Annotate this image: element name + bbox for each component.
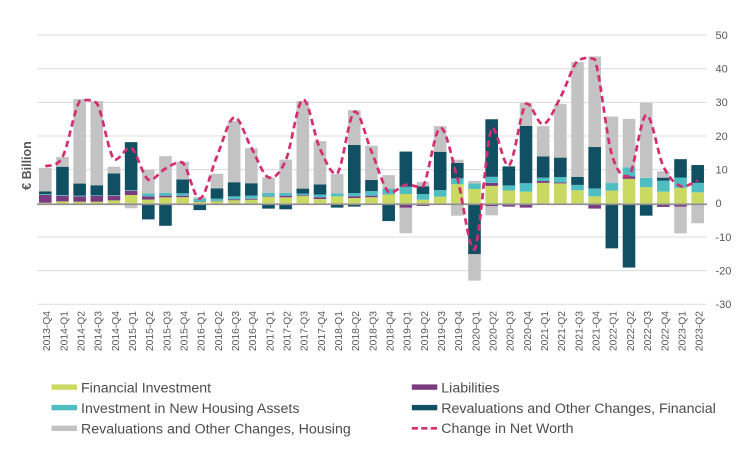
svg-text:2022-Q2: 2022-Q2: [626, 311, 637, 351]
svg-text:2016-Q1: 2016-Q1: [197, 311, 208, 351]
svg-text:2019-Q4: 2019-Q4: [454, 311, 465, 351]
svg-text:2019-Q3: 2019-Q3: [437, 311, 448, 351]
svg-text:€ Billion: € Billion: [20, 141, 34, 190]
svg-text:2020-Q3: 2020-Q3: [506, 311, 517, 351]
svg-text:2021-Q3: 2021-Q3: [574, 311, 585, 351]
svg-text:2017-Q1: 2017-Q1: [265, 311, 276, 351]
svg-text:2017-Q4: 2017-Q4: [317, 311, 328, 351]
svg-text:2023-Q2: 2023-Q2: [695, 311, 706, 351]
svg-text:Change in Net Worth: Change in Net Worth: [441, 421, 573, 437]
svg-text:2016-Q4: 2016-Q4: [248, 311, 259, 351]
svg-text:2015-Q1: 2015-Q1: [128, 311, 139, 351]
svg-text:2020-Q1: 2020-Q1: [471, 311, 482, 351]
svg-text:2014-Q2: 2014-Q2: [77, 311, 88, 351]
svg-text:2017-Q3: 2017-Q3: [300, 311, 311, 351]
svg-text:2015-Q2: 2015-Q2: [145, 311, 156, 351]
svg-text:2018-Q1: 2018-Q1: [334, 311, 345, 351]
svg-text:2019-Q2: 2019-Q2: [420, 311, 431, 351]
svg-text:Revaluations and Other Changes: Revaluations and Other Changes, Housing: [81, 422, 351, 438]
svg-text:2023-Q1: 2023-Q1: [677, 311, 688, 351]
svg-text:2018-Q3: 2018-Q3: [368, 311, 379, 351]
svg-text:2019-Q1: 2019-Q1: [403, 311, 414, 351]
svg-text:2015-Q4: 2015-Q4: [180, 311, 191, 351]
svg-text:2021-Q1: 2021-Q1: [540, 311, 551, 351]
svg-text:2021-Q2: 2021-Q2: [557, 311, 568, 351]
svg-text:2022-Q3: 2022-Q3: [643, 311, 654, 351]
svg-text:2014-Q1: 2014-Q1: [59, 311, 70, 351]
svg-text:2016-Q3: 2016-Q3: [231, 311, 242, 351]
svg-text:2014-Q4: 2014-Q4: [111, 311, 122, 351]
svg-text:-10: -10: [716, 232, 732, 244]
svg-text:2014-Q3: 2014-Q3: [94, 311, 105, 351]
svg-text:-30: -30: [716, 299, 732, 311]
svg-text:Financial Investment: Financial Investment: [81, 380, 211, 396]
svg-text:2013-Q4: 2013-Q4: [42, 311, 53, 351]
svg-text:2020-Q2: 2020-Q2: [489, 311, 500, 351]
svg-text:2022-Q1: 2022-Q1: [609, 311, 620, 351]
svg-text:2018-Q4: 2018-Q4: [386, 311, 397, 351]
svg-text:Investment in New Housing Asse: Investment in New Housing Assets: [81, 401, 299, 417]
svg-text:10: 10: [716, 165, 728, 177]
svg-text:2020-Q4: 2020-Q4: [523, 311, 534, 351]
svg-text:30: 30: [716, 97, 728, 109]
svg-text:Liabilities: Liabilities: [441, 380, 499, 396]
svg-text:0: 0: [716, 198, 722, 210]
svg-text:2016-Q2: 2016-Q2: [214, 311, 225, 351]
svg-text:50: 50: [716, 30, 728, 42]
svg-text:2018-Q2: 2018-Q2: [351, 311, 362, 351]
svg-text:-20: -20: [716, 266, 732, 278]
svg-text:2015-Q3: 2015-Q3: [162, 311, 173, 351]
svg-text:40: 40: [716, 64, 728, 76]
svg-text:2021-Q4: 2021-Q4: [592, 311, 603, 351]
svg-text:Revaluations and Other Changes: Revaluations and Other Changes, Financia…: [441, 401, 715, 417]
svg-text:2022-Q4: 2022-Q4: [660, 311, 671, 351]
svg-text:2017-Q2: 2017-Q2: [283, 311, 294, 351]
svg-text:20: 20: [716, 131, 728, 143]
